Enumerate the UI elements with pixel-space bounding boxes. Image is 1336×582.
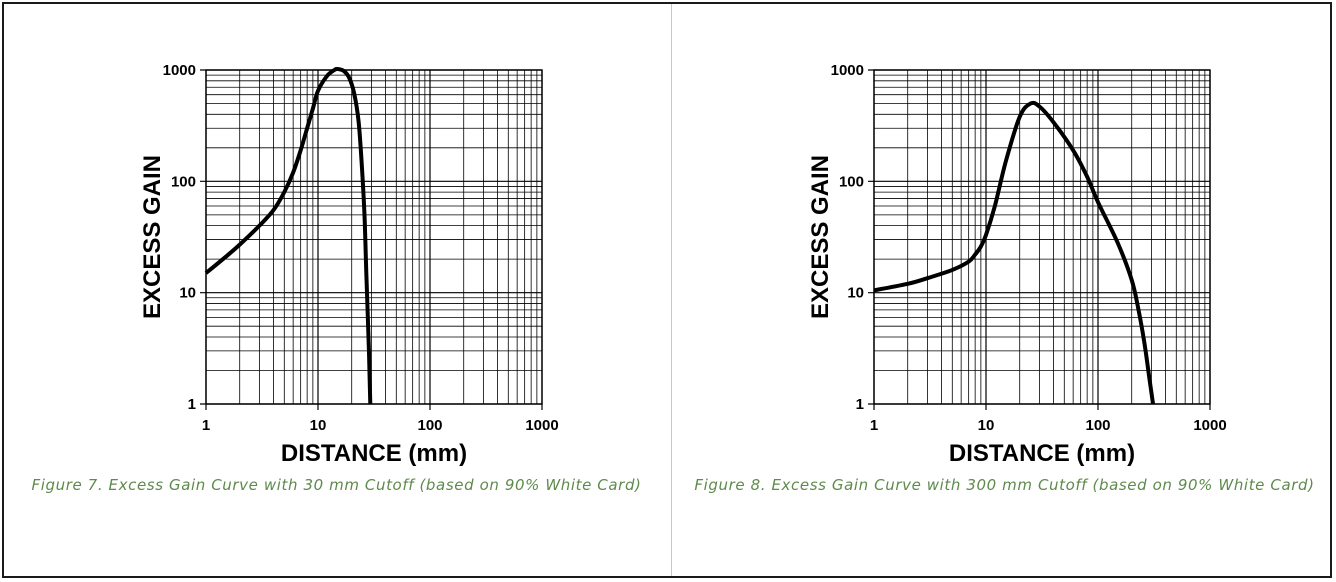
plot-border [873, 69, 1211, 405]
x-tick-label: 1000 [1193, 417, 1226, 434]
figure-panel-8: 1 10 100 1000 1 10 100 1000 DISTANCE (mm) EXCESS … [672, 4, 1336, 576]
panel-divider [671, 4, 672, 576]
y-tick-label: 1000 [831, 62, 864, 79]
x-axis-title: DISTANCE (mm) [281, 440, 467, 467]
y-tick-label: 1 [188, 396, 196, 413]
x-tick-label: 10 [978, 417, 995, 434]
plot-border [205, 69, 543, 405]
y-tick-label: 100 [171, 173, 196, 190]
x-tick-label: 10 [310, 417, 327, 434]
figure-caption: Figure 7. Excess Gain Curve with 30 mm C… [31, 476, 642, 494]
excess-gain-chart-30mm: 1 10 100 1000 1 10 100 1000 DISTANCE (mm) EXCESS … [139, 62, 559, 467]
x-tick-label: 1 [202, 417, 210, 434]
excess-gain-curve [873, 100, 1156, 405]
grid [868, 69, 1211, 410]
grid [200, 69, 543, 410]
excess-gain-curve [204, 66, 373, 405]
y-tick-label: 10 [847, 285, 864, 302]
y-tick-label: 1000 [163, 62, 196, 79]
x-axis-title: DISTANCE (mm) [949, 440, 1135, 467]
figure-caption: Figure 8. Excess Gain Curve with 300 mm … [694, 476, 1315, 494]
x-tick-label: 1000 [525, 417, 558, 434]
x-tick-label: 100 [417, 417, 442, 434]
x-tick-label: 1 [870, 417, 878, 434]
y-tick-label: 1 [856, 396, 864, 413]
y-axis-title: EXCESS GAIN [807, 155, 834, 319]
y-tick-label: 100 [839, 173, 864, 190]
excess-gain-chart-300mm: 1 10 100 1000 1 10 100 1000 DISTANCE (mm) EXCESS … [807, 62, 1227, 467]
y-axis-title: EXCESS GAIN [139, 155, 166, 319]
figure-panel-7: 1 10 100 1000 1 10 100 1000 DISTANCE (mm) EXCESS … [4, 4, 669, 576]
x-tick-label: 100 [1085, 417, 1110, 434]
y-tick-label: 10 [179, 285, 196, 302]
